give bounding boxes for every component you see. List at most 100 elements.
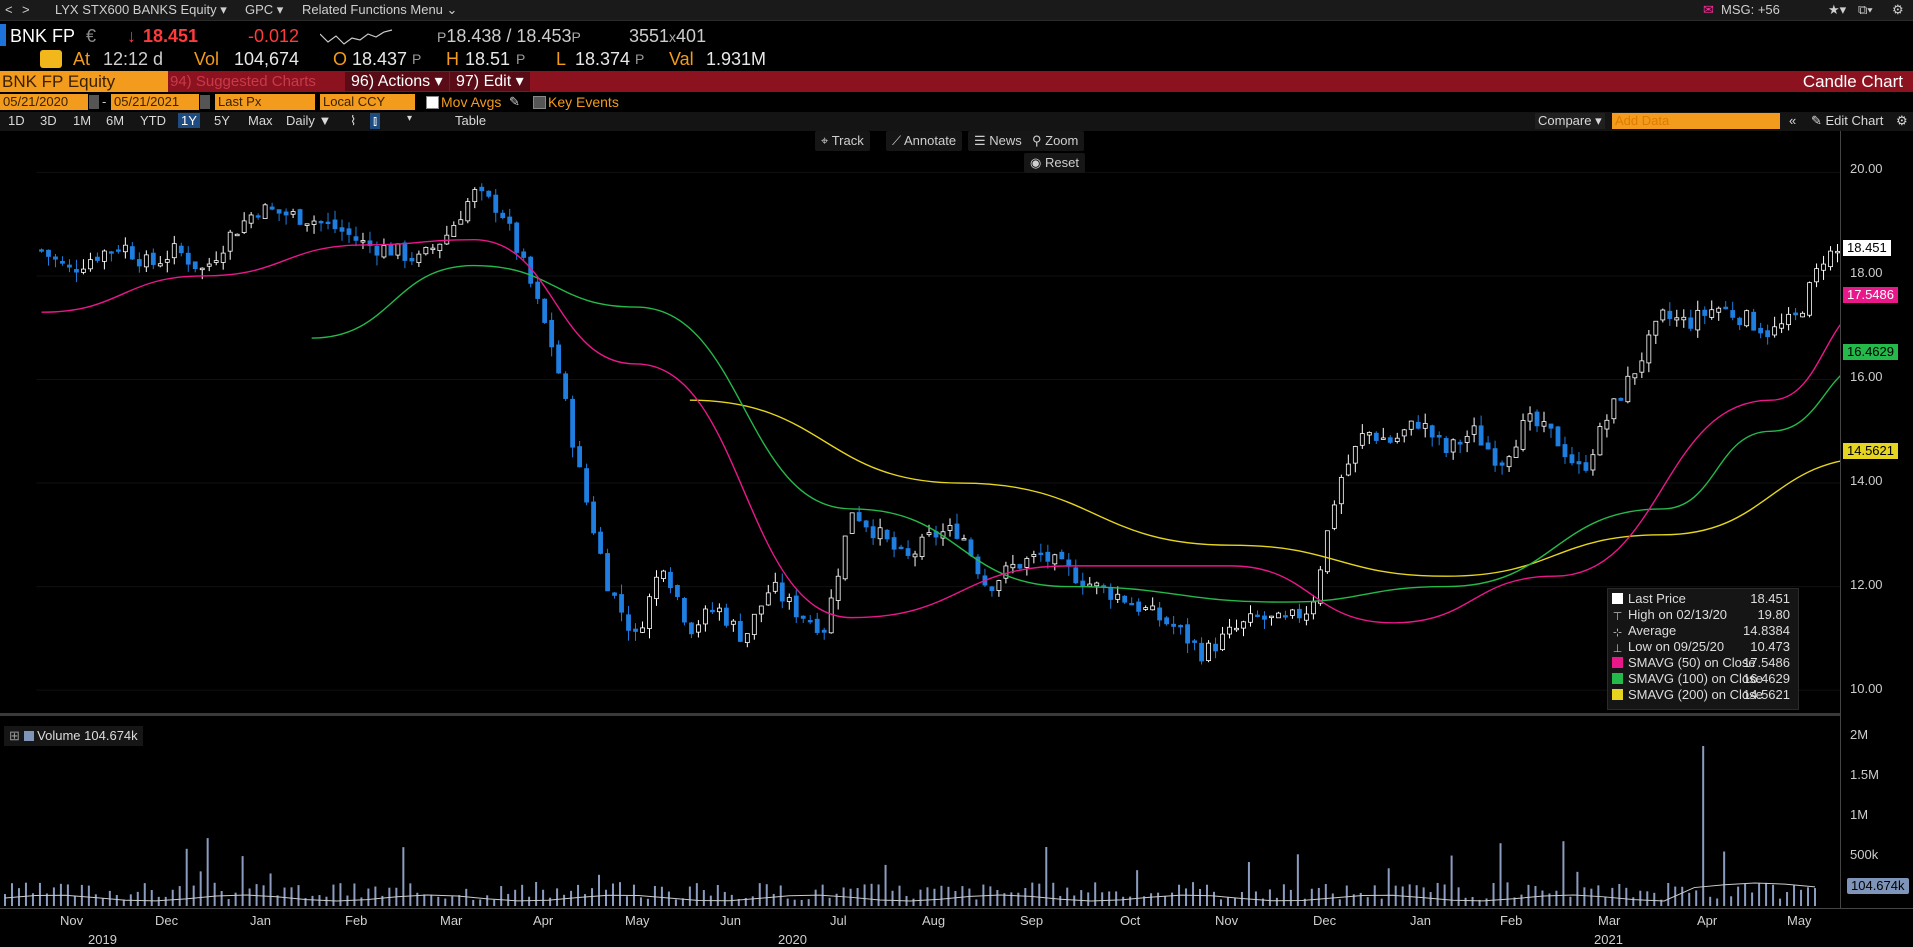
line-chart-icon[interactable]: ⌇ bbox=[350, 113, 357, 128]
candle-body bbox=[975, 556, 981, 575]
pencil-icon[interactable]: ✎ bbox=[509, 94, 520, 109]
candle-body bbox=[1506, 456, 1512, 468]
candle-body bbox=[1765, 330, 1771, 338]
field-selector[interactable]: Last Px bbox=[215, 94, 315, 110]
volume-bar bbox=[1716, 898, 1719, 906]
sma200-line bbox=[689, 399, 1879, 577]
month-label: Apr bbox=[1697, 913, 1718, 928]
candle-body bbox=[696, 624, 701, 633]
track-button[interactable]: ⌖ Track bbox=[815, 131, 870, 151]
candle-body bbox=[1345, 463, 1351, 476]
volume-bar bbox=[1548, 893, 1551, 906]
table-button[interactable]: Table bbox=[455, 113, 487, 128]
star-icon[interactable]: ★▾ bbox=[1828, 2, 1847, 17]
price-chart[interactable] bbox=[0, 131, 1913, 716]
settings-bar: 05/21/2020 - 05/21/2021 Last Px Local CC… bbox=[0, 93, 1913, 112]
period-1y[interactable]: 1Y bbox=[178, 113, 200, 128]
month-label: Nov bbox=[1215, 913, 1239, 928]
period-max[interactable]: Max bbox=[248, 113, 273, 128]
volume-chart[interactable] bbox=[0, 716, 1840, 908]
candle-body bbox=[814, 618, 820, 633]
back-button[interactable]: < bbox=[5, 2, 13, 17]
panel-divider[interactable] bbox=[0, 713, 1840, 716]
start-date-input[interactable]: 05/21/2020 bbox=[0, 94, 88, 110]
volume-bar bbox=[73, 895, 76, 906]
candle-body bbox=[171, 243, 177, 259]
compare-selector[interactable]: Compare ▾ bbox=[1535, 113, 1605, 129]
volume-bar bbox=[157, 896, 160, 906]
news-button[interactable]: ☰ News bbox=[968, 131, 1028, 151]
volume-bar bbox=[220, 891, 223, 906]
suggested-charts-button[interactable]: 94) Suggested Charts bbox=[170, 73, 316, 90]
candle-chart-icon[interactable]: ⫾ bbox=[370, 113, 381, 129]
key-events-checkbox[interactable] bbox=[533, 96, 546, 109]
sma200-price-label: 14.5621 bbox=[1843, 443, 1898, 459]
period-ytd[interactable]: YTD bbox=[140, 113, 166, 128]
currency-selector[interactable]: Local CCY bbox=[320, 94, 415, 110]
candle-body bbox=[1304, 613, 1309, 621]
period-3d[interactable]: 3D bbox=[40, 113, 57, 128]
frequency-label: Daily bbox=[286, 113, 315, 128]
chart-type-dropdown-icon[interactable]: ▾ bbox=[407, 113, 413, 124]
msg-count[interactable]: MSG: +56 bbox=[1721, 2, 1780, 17]
candle-body bbox=[248, 214, 254, 224]
reset-button[interactable]: ◉ Reset bbox=[1024, 153, 1085, 173]
zoom-button[interactable]: ⚲ Zoom bbox=[1026, 131, 1085, 151]
candle-body bbox=[779, 582, 785, 602]
candle-body bbox=[1702, 309, 1708, 316]
volume-bar bbox=[1786, 891, 1789, 906]
equity-field[interactable]: BNK FP Equity bbox=[0, 71, 168, 92]
mov-avgs-checkbox[interactable] bbox=[426, 96, 439, 109]
month-label: Jul bbox=[830, 913, 847, 928]
security-selector[interactable]: LYX STX600 BANKS Equity ▾ bbox=[55, 2, 227, 17]
volume-bar bbox=[1667, 882, 1670, 906]
related-functions-menu[interactable]: Related Functions Menu ⌄ bbox=[302, 2, 458, 17]
alert-icon[interactable] bbox=[40, 50, 62, 68]
frequency-selector[interactable]: Daily ▼ bbox=[286, 113, 332, 128]
calendar-icon[interactable] bbox=[200, 95, 210, 109]
settings-icon[interactable]: ⚙ bbox=[1892, 2, 1904, 17]
collapse-icon[interactable]: « bbox=[1789, 113, 1797, 128]
msg-icon[interactable]: ✉ bbox=[1703, 2, 1714, 17]
legend-row-high: ⊤ High on 02/13/20 19.80 bbox=[1612, 607, 1794, 623]
volume-bar bbox=[1129, 896, 1132, 906]
legend-row-sma50: SMAVG (50) on Close 17.5486 bbox=[1612, 655, 1794, 671]
volume-bar bbox=[863, 884, 866, 906]
candle-body bbox=[1576, 461, 1582, 465]
forward-button[interactable]: > bbox=[22, 2, 30, 17]
candle-body bbox=[164, 259, 170, 263]
calendar-icon[interactable] bbox=[89, 95, 99, 109]
actions-menu[interactable]: 96) Actions ▾ bbox=[345, 72, 449, 91]
volume-bar bbox=[486, 895, 489, 906]
sparkline-icon bbox=[320, 29, 393, 45]
candle-body bbox=[772, 581, 778, 592]
volume-bar bbox=[31, 893, 34, 906]
settings-icon[interactable]: ⚙ bbox=[1896, 113, 1908, 128]
edit-chart-button[interactable]: ✎ Edit Chart bbox=[1811, 113, 1884, 128]
period-5y[interactable]: 5Y bbox=[214, 113, 230, 128]
volume-bar bbox=[185, 848, 188, 906]
end-date-input[interactable]: 05/21/2021 bbox=[111, 94, 199, 110]
candle-body bbox=[1401, 429, 1407, 437]
annotate-button[interactable]: ⟋ Annotate bbox=[886, 131, 963, 151]
volume-bar bbox=[542, 889, 545, 906]
candle-body bbox=[709, 609, 715, 613]
gpc-selector[interactable]: GPC ▾ bbox=[245, 2, 284, 17]
volume-bar bbox=[367, 888, 370, 906]
volume-bar bbox=[1059, 895, 1062, 906]
expand-icon[interactable]: ⊞ bbox=[9, 728, 20, 743]
volume-bar bbox=[493, 899, 496, 906]
period-1d[interactable]: 1D bbox=[8, 113, 25, 128]
volume-bar bbox=[4, 894, 6, 906]
edit-menu[interactable]: 97) Edit ▾ bbox=[450, 72, 530, 91]
period-6m[interactable]: 6M bbox=[106, 113, 125, 128]
add-data-input[interactable]: Add Data bbox=[1612, 113, 1780, 129]
candle-body bbox=[472, 189, 478, 203]
legend-label: Average bbox=[1628, 623, 1677, 638]
volume-bar bbox=[52, 887, 55, 906]
chart-legend[interactable]: Last Price 18.451 ⊤ High on 02/13/20 19.80 … bbox=[1607, 588, 1799, 710]
volume-legend[interactable]: ⊞ Volume 104.674k bbox=[4, 726, 143, 746]
candle-body bbox=[346, 228, 352, 235]
window-icon[interactable]: ⧉▾ bbox=[1858, 2, 1873, 17]
period-1m[interactable]: 1M bbox=[73, 113, 92, 128]
